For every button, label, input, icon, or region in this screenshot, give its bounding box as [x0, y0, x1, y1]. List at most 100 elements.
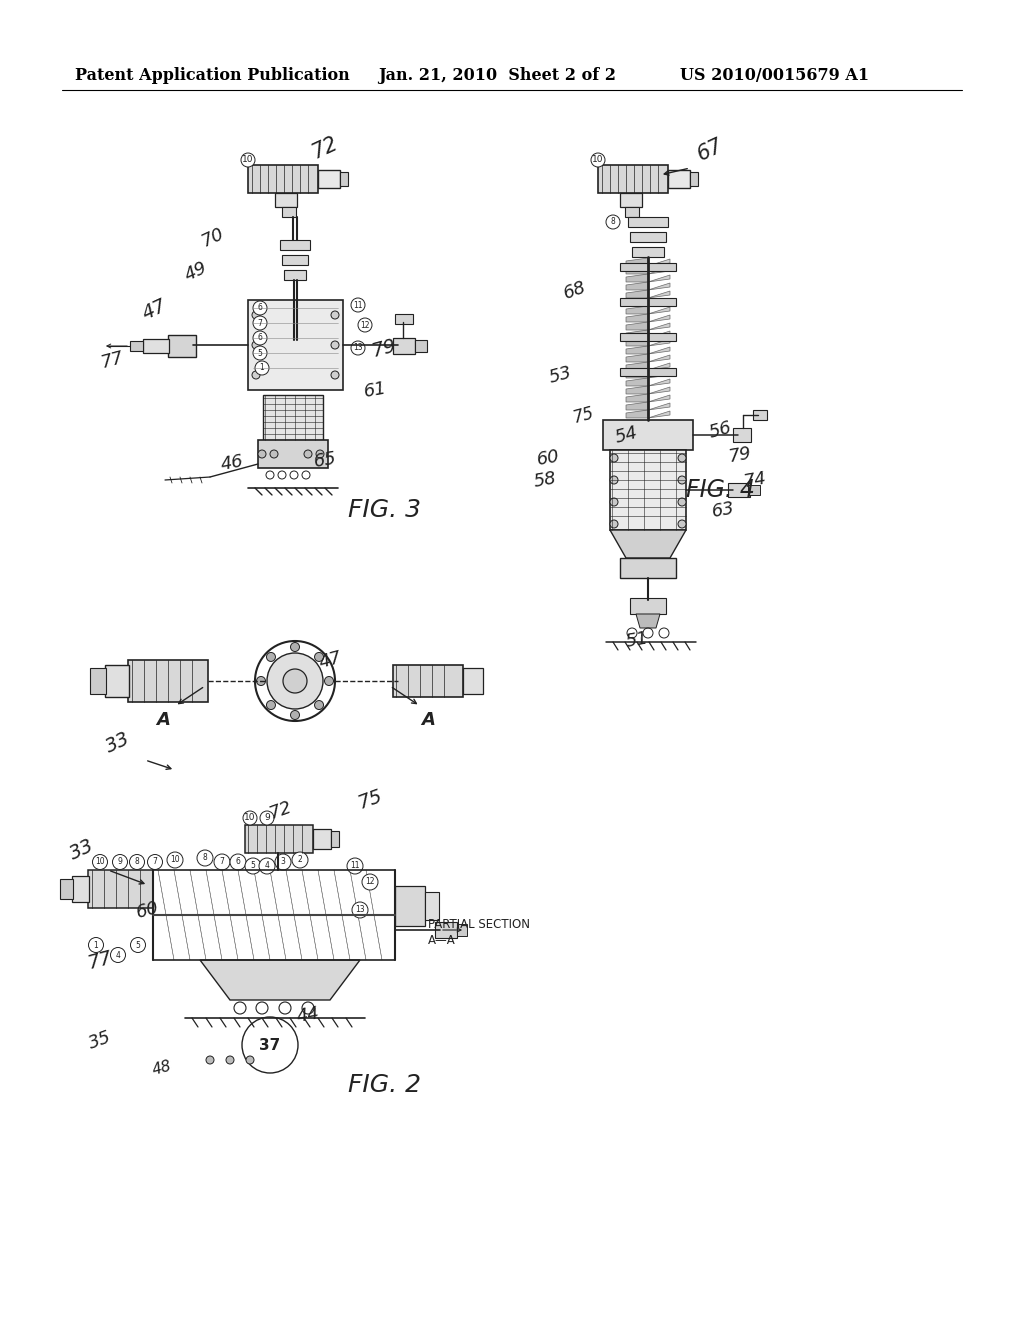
Text: 33: 33	[102, 729, 133, 756]
Polygon shape	[254, 870, 270, 960]
Circle shape	[678, 477, 686, 484]
Polygon shape	[648, 395, 670, 403]
Circle shape	[259, 858, 275, 874]
Bar	[128, 660, 208, 702]
Circle shape	[255, 360, 269, 375]
Text: US 2010/0015679 A1: US 2010/0015679 A1	[680, 66, 869, 83]
Polygon shape	[626, 322, 648, 330]
Circle shape	[258, 450, 266, 458]
Polygon shape	[648, 403, 670, 411]
Circle shape	[266, 652, 275, 661]
Circle shape	[241, 153, 255, 168]
Polygon shape	[648, 379, 670, 385]
Text: 5: 5	[251, 862, 255, 870]
Polygon shape	[626, 306, 648, 314]
Circle shape	[331, 371, 339, 379]
Bar	[728, 483, 750, 498]
Bar	[280, 240, 310, 249]
Polygon shape	[238, 870, 254, 960]
Circle shape	[226, 1056, 234, 1064]
Text: 6: 6	[258, 304, 262, 313]
Circle shape	[253, 301, 267, 315]
Polygon shape	[626, 393, 648, 403]
Bar	[630, 598, 666, 614]
Circle shape	[113, 854, 128, 870]
Polygon shape	[286, 870, 302, 960]
Polygon shape	[158, 870, 174, 960]
Text: 4: 4	[116, 950, 121, 960]
Circle shape	[325, 676, 334, 685]
Polygon shape	[626, 378, 648, 385]
Text: 10: 10	[243, 156, 254, 165]
Bar	[620, 298, 676, 306]
Polygon shape	[626, 298, 648, 306]
Text: 58: 58	[532, 469, 558, 491]
Circle shape	[214, 854, 230, 870]
Polygon shape	[626, 362, 648, 370]
Circle shape	[610, 454, 618, 462]
Circle shape	[678, 520, 686, 528]
Circle shape	[351, 341, 365, 355]
Polygon shape	[366, 870, 382, 960]
Circle shape	[610, 498, 618, 506]
Circle shape	[291, 710, 299, 719]
Polygon shape	[626, 346, 648, 354]
Polygon shape	[222, 870, 238, 960]
Text: 53: 53	[547, 363, 573, 387]
Bar	[620, 193, 642, 207]
Bar	[313, 829, 331, 849]
Bar	[130, 341, 143, 351]
Polygon shape	[648, 323, 670, 330]
Polygon shape	[626, 385, 648, 393]
Bar	[690, 172, 698, 186]
Circle shape	[352, 902, 368, 917]
Polygon shape	[648, 363, 670, 370]
Text: 11: 11	[350, 862, 359, 870]
Bar	[753, 411, 767, 420]
Text: 77: 77	[98, 348, 125, 372]
Bar	[668, 170, 690, 187]
Bar	[457, 924, 467, 936]
Circle shape	[610, 520, 618, 528]
Bar	[248, 300, 343, 389]
Text: 79: 79	[370, 335, 398, 360]
Bar	[733, 428, 751, 442]
Polygon shape	[648, 315, 670, 322]
Text: 7: 7	[219, 858, 224, 866]
Text: 47: 47	[316, 648, 343, 672]
Text: 46: 46	[219, 453, 245, 474]
Circle shape	[243, 810, 257, 825]
Circle shape	[304, 450, 312, 458]
Text: 75: 75	[570, 404, 596, 426]
Polygon shape	[636, 614, 660, 628]
Bar	[258, 440, 328, 469]
Text: 77: 77	[86, 948, 115, 973]
Circle shape	[331, 341, 339, 348]
Text: 12: 12	[366, 878, 375, 887]
Bar	[331, 832, 339, 847]
Text: 67: 67	[694, 136, 726, 165]
Polygon shape	[648, 290, 670, 298]
Text: 8: 8	[610, 218, 615, 227]
Polygon shape	[206, 870, 222, 960]
Bar	[598, 165, 668, 193]
Circle shape	[270, 450, 278, 458]
Circle shape	[230, 854, 246, 870]
Text: 6: 6	[258, 334, 262, 342]
Circle shape	[88, 937, 103, 953]
Text: 63: 63	[710, 499, 736, 521]
Text: FIG. 3: FIG. 3	[348, 498, 422, 521]
Text: 72: 72	[266, 797, 294, 822]
Bar	[620, 263, 676, 271]
Circle shape	[678, 454, 686, 462]
Circle shape	[292, 851, 308, 869]
Bar	[168, 335, 196, 356]
Circle shape	[245, 858, 261, 874]
Text: 11: 11	[353, 301, 362, 309]
Text: 10: 10	[592, 156, 604, 165]
Text: 44: 44	[295, 1005, 321, 1026]
Polygon shape	[626, 403, 648, 411]
Text: FIG. 2: FIG. 2	[348, 1073, 422, 1097]
Bar	[748, 484, 760, 495]
Text: 49: 49	[182, 259, 210, 285]
